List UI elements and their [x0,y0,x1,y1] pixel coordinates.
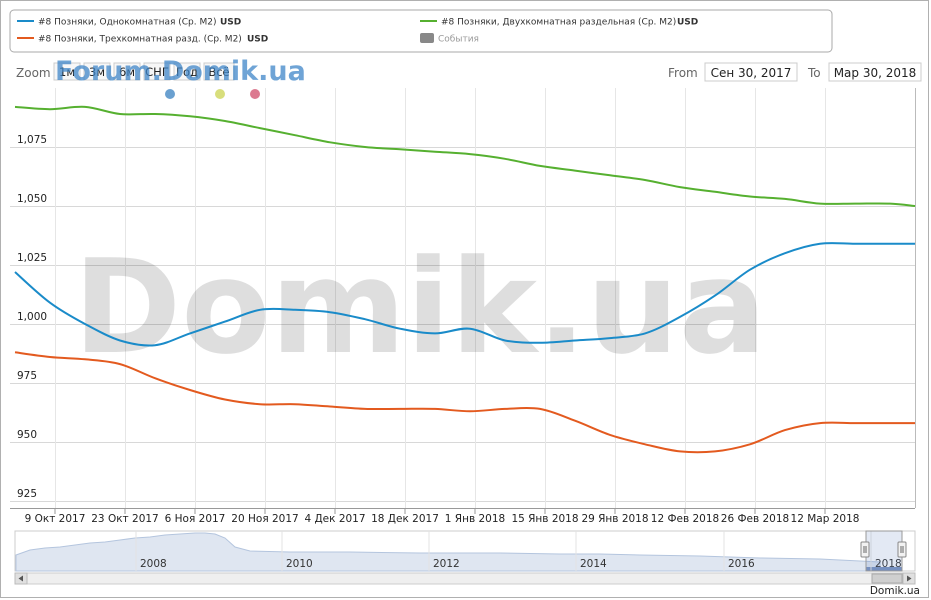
y-tick-label: 1,000 [17,311,47,323]
navigator-tick-label: 2008 [140,558,167,570]
zoom-button-bg [143,62,171,81]
to-date-input[interactable]: Мар 30, 2018 [828,62,922,82]
y-tick-label: 950 [17,429,37,441]
x-tick-label: 26 Фев 2018 [721,513,789,525]
watermark-forum: Forum.Domik.ua [55,56,306,87]
from-date-input[interactable]: Сен 30, 2017 [704,62,798,82]
to-date-value: Мар 30, 2018 [834,66,917,80]
x-tick-label: 15 Янв 2018 [511,513,578,525]
y-tick-label: 1,075 [17,134,47,146]
from-label: From [668,66,698,80]
x-tick-label: 12 Фев 2018 [651,513,719,525]
zoom-button-label: 1м [59,65,75,79]
zoom-button-label: СНГ [145,65,169,79]
navigator-area [15,532,881,572]
x-tick-label: 18 Дек 2017 [371,513,439,525]
x-tick-label: 29 Янв 2018 [581,513,648,525]
legend-item-events[interactable]: События [420,33,479,45]
zoom-button-bg [83,62,111,81]
navigator-selection[interactable] [865,530,903,572]
zoom-button-label: 6м [119,65,135,79]
range-selector: Zoom 1м 3м 6м СНГ Год Всё From Сен 30, [16,62,922,82]
legend-unit: USD [247,35,268,45]
legend-box [9,9,833,53]
scrollbar[interactable] [14,572,916,585]
from-date-box [704,62,798,82]
zoom-button-bg [203,62,235,81]
event-dot[interactable] [165,89,175,99]
x-tick-label: 1 Янв 2018 [445,513,505,525]
event-dot[interactable] [250,89,260,99]
legend-label: #8 Позняки, Однокомнатная (Ср. М2) [38,18,216,28]
navigator-tick-label: 2012 [433,558,460,570]
y-tick-label: 975 [17,370,37,382]
legend: #8 Позняки, Однокомнатная (Ср. М2) USD #… [9,9,833,53]
from-date-value: Сен 30, 2017 [711,66,792,80]
navigator-ticks: 2008 2010 2012 2014 2016 2018 [135,531,902,571]
y-tick-label: 1,025 [17,252,47,264]
to-date-box [828,62,922,82]
x-tick-label: 23 Окт 2017 [91,513,158,525]
y-tick-label: 925 [17,488,37,500]
navigator-selection-fill [866,567,902,571]
navigator-tick-label: 2014 [580,558,607,570]
watermark-domik: Domik.ua [73,231,766,383]
navigator-tick-label: 2016 [728,558,755,570]
series-line-one-room[interactable] [14,242,915,347]
event-flags [165,89,260,99]
zoom-button-label: Год [176,65,198,79]
series-lines [14,105,916,454]
legend-item-two-room[interactable]: #8 Позняки, Двухкомнатная раздельная (Ср… [420,18,698,28]
zoom-button-bg [113,62,141,81]
x-tick-label: 12 Мар 2018 [791,513,860,525]
handle-grip [860,541,870,558]
navigator-handle-right[interactable] [897,541,907,558]
x-tick-label: 4 Дек 2017 [304,513,365,525]
legend-label: #8 Позняки, Двухкомнатная раздельная (Ср… [441,18,676,28]
scrollbar-thumb[interactable] [871,573,903,584]
zoom-button-label: 3м [89,65,105,79]
navigator-tick-label: 2010 [286,558,313,570]
zoom-button-1m[interactable]: 1м [53,62,81,81]
zoom-button-6m[interactable]: 6м [113,62,141,81]
arrow-left-icon [18,575,23,582]
legend-unit: USD [220,18,241,28]
zoom-button-label: Всё [208,65,229,79]
legend-label: #8 Позняки, Трехкомнатная разд. (Ср. М2) [38,35,242,45]
navigator-handle-left[interactable] [860,541,870,558]
scrollbar-track[interactable] [14,572,916,585]
series-line-three-room[interactable] [14,351,915,454]
navigator-tick-label: 2018 [875,558,902,570]
credit-link[interactable]: Domik.ua [870,585,920,597]
zoom-button-year[interactable]: Год [173,62,201,81]
legend-item-one-room[interactable]: #8 Позняки, Однокомнатная (Ср. М2) USD [17,18,241,28]
zoom-button-bg [53,62,81,81]
legend-label: События [438,35,479,45]
arrow-right-icon [907,575,912,582]
legend-item-three-room[interactable]: #8 Позняки, Трехкомнатная разд. (Ср. М2)… [17,35,268,45]
series-line-two-room[interactable] [14,105,916,207]
event-dot[interactable] [215,89,225,99]
y-axis: 925 950 975 1,000 1,025 1,050 1,075 [17,134,47,500]
zoom-button-ytd[interactable]: СНГ [143,62,171,81]
x-axis: 9 Окт 2017 23 Окт 2017 6 Ноя 2017 20 Ноя 20… [25,508,860,525]
zoom-button-3m[interactable]: 3м [83,62,111,81]
legend-unit: USD [677,18,698,28]
x-tick-label: 6 Ноя 2017 [165,513,226,525]
x-tick-label: 20 Ноя 2017 [231,513,298,525]
zoom-button-bg [173,62,201,81]
x-tick-label: 9 Окт 2017 [25,513,86,525]
handle-grip [897,541,907,558]
zoom-label: Zoom [16,66,51,80]
to-label: To [807,66,821,80]
zoom-button-all[interactable]: Всё [203,62,235,81]
navigator: 2008 2010 2012 2014 2016 2018 [14,530,916,572]
y-tick-label: 1,050 [17,193,47,205]
legend-swatch [420,33,434,43]
